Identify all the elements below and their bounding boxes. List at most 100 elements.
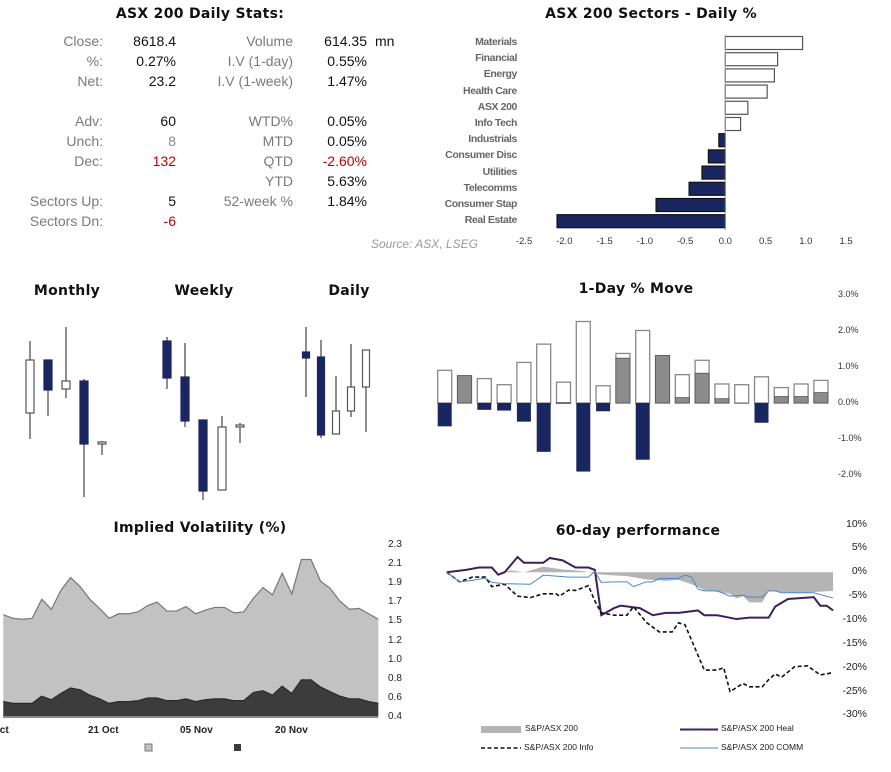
- one-day-outline-bar: [496, 384, 512, 404]
- one-day-tick-label: 3.0%: [838, 289, 859, 300]
- perf-y-tick-label: -10%: [842, 613, 867, 625]
- daily-title: Daily: [328, 283, 370, 299]
- one-day-positive-bar: [813, 392, 829, 404]
- stat-unit: mn: [375, 33, 395, 49]
- sector-tick-label: -1.0: [636, 236, 653, 247]
- stat-value: 614.35: [324, 33, 367, 49]
- iv-chart-title: Implied Volatility (%): [113, 520, 287, 536]
- stat-label: I.V (1-week): [217, 73, 293, 89]
- sector-bar: [724, 35, 804, 51]
- one-day-negative-bar: [596, 403, 611, 412]
- one-day-negative-bar: [536, 403, 551, 452]
- one-day-outline-bar: [476, 377, 492, 404]
- candle-body: [25, 359, 35, 414]
- candle-body: [43, 359, 53, 391]
- stat-value: 60: [160, 113, 176, 129]
- sector-label: Financial: [475, 52, 517, 65]
- iv-y-tick-label: 1.0: [388, 653, 402, 665]
- iv-1week-area: [3, 559, 379, 717]
- sector-label: Consumer Disc: [445, 149, 517, 162]
- one-day-outline-bar: [437, 369, 453, 404]
- candle-body: [361, 349, 371, 388]
- perf-y-tick-label: 0%: [851, 565, 867, 578]
- iv-x-tick-label: Oct: [0, 725, 9, 736]
- stat-label: WTD%: [248, 113, 293, 129]
- one-day-tick-label: -1.0%: [838, 432, 862, 443]
- legend-swatch-asx200: [481, 726, 521, 733]
- sector-label: Materials: [475, 36, 517, 48]
- iv-x-tick-label: 05 Nov: [180, 725, 213, 736]
- sector-label: Telecomms: [463, 181, 518, 194]
- sector-bar: [724, 116, 742, 132]
- iv-1day-area: [3, 679, 379, 717]
- sector-bar: [724, 68, 776, 83]
- stat-value: 0.05%: [327, 133, 367, 149]
- one-day-positive-bar: [773, 396, 789, 404]
- candle-body: [97, 441, 107, 445]
- sector-label: ASX 200: [477, 100, 518, 113]
- iv-x-tick-label: 20 Nov: [275, 725, 308, 736]
- one-day-outline-bar: [555, 381, 572, 404]
- sector-bar: [688, 181, 726, 196]
- legend-label-health: S&P/ASX 200 Heal: [721, 723, 794, 733]
- legend-label-info: S&P/ASX 200 Info: [524, 742, 594, 752]
- weekly-title: Weekly: [174, 283, 234, 299]
- candle-body: [301, 351, 311, 359]
- one-day-outline-bar: [595, 385, 611, 404]
- stat-label: Close:: [63, 33, 103, 49]
- legend-label-asx200: S&P/ASX 200: [525, 723, 578, 733]
- iv-1day-line: [3, 679, 379, 705]
- iv-y-tick-label: 0.8: [388, 672, 402, 684]
- candle-body: [198, 419, 208, 492]
- one-day-tick-label: 0.0%: [838, 397, 859, 407]
- stats-title: ASX 200 Daily Stats:: [115, 6, 285, 22]
- stat-label: Adv:: [74, 113, 103, 129]
- sector-tick-label: -1.5: [596, 236, 613, 247]
- sector-bar: [724, 84, 768, 99]
- stat-value: 0.55%: [327, 53, 367, 69]
- stat-label: YTD: [265, 173, 293, 189]
- sector-bar: [556, 214, 726, 229]
- one-day-negative-bar: [437, 403, 452, 427]
- stat-value: 1.84%: [327, 193, 367, 209]
- legend-label-comm: S&P/ASX 200 COMM: [721, 742, 804, 752]
- sector-tick-label: -0.5: [676, 236, 694, 247]
- one-day-outline-bar: [536, 343, 552, 404]
- one-day-chart-title: 1-Day % Move: [578, 281, 694, 297]
- sector-bar: [707, 149, 726, 164]
- candle-body: [235, 424, 245, 428]
- source-note: Source: ASX, LSEG: [371, 237, 478, 251]
- stat-label: Unch:: [66, 133, 103, 149]
- candle-body: [316, 356, 326, 436]
- perf-comm-line: [446, 570, 834, 599]
- sector-label: Real Estate: [464, 214, 518, 227]
- sector-label: Health Care: [463, 84, 517, 97]
- stat-value: 23.2: [148, 73, 176, 89]
- sector-tick-label: -2.5: [515, 236, 533, 247]
- stat-label: Volume: [246, 33, 293, 49]
- stat-label: Dec:: [74, 153, 103, 169]
- stat-value: 8: [168, 133, 176, 149]
- one-day-positive-bar: [556, 402, 571, 404]
- stat-value: 0.05%: [327, 113, 367, 129]
- sector-label: Industrials: [468, 133, 517, 146]
- sector-tick-label: 1.5: [839, 236, 853, 247]
- iv-1week-line: [3, 558, 379, 620]
- iv-y-tick-label: 1.2: [388, 634, 402, 646]
- one-day-negative-bar: [754, 403, 769, 423]
- iv-legend-swatch-1week: [144, 743, 153, 752]
- sector-label: Consumer Stap: [444, 198, 518, 210]
- sector-tick-label: 0.0: [718, 236, 732, 247]
- monthly-title: Monthly: [33, 283, 101, 299]
- one-day-positive-bar: [793, 396, 809, 404]
- one-day-outline-bar: [734, 384, 750, 404]
- perf-y-tick-label: 5%: [851, 541, 867, 554]
- iv-y-tick-label: 2.3: [388, 539, 402, 550]
- one-day-positive-bar: [457, 375, 472, 404]
- candle-body: [346, 386, 356, 412]
- one-day-tick-label: 1.0%: [838, 361, 859, 372]
- perf-y-tick-label: -30%: [842, 708, 867, 721]
- stat-value: 132: [152, 153, 176, 169]
- perf-y-tick-label: -15%: [842, 636, 867, 649]
